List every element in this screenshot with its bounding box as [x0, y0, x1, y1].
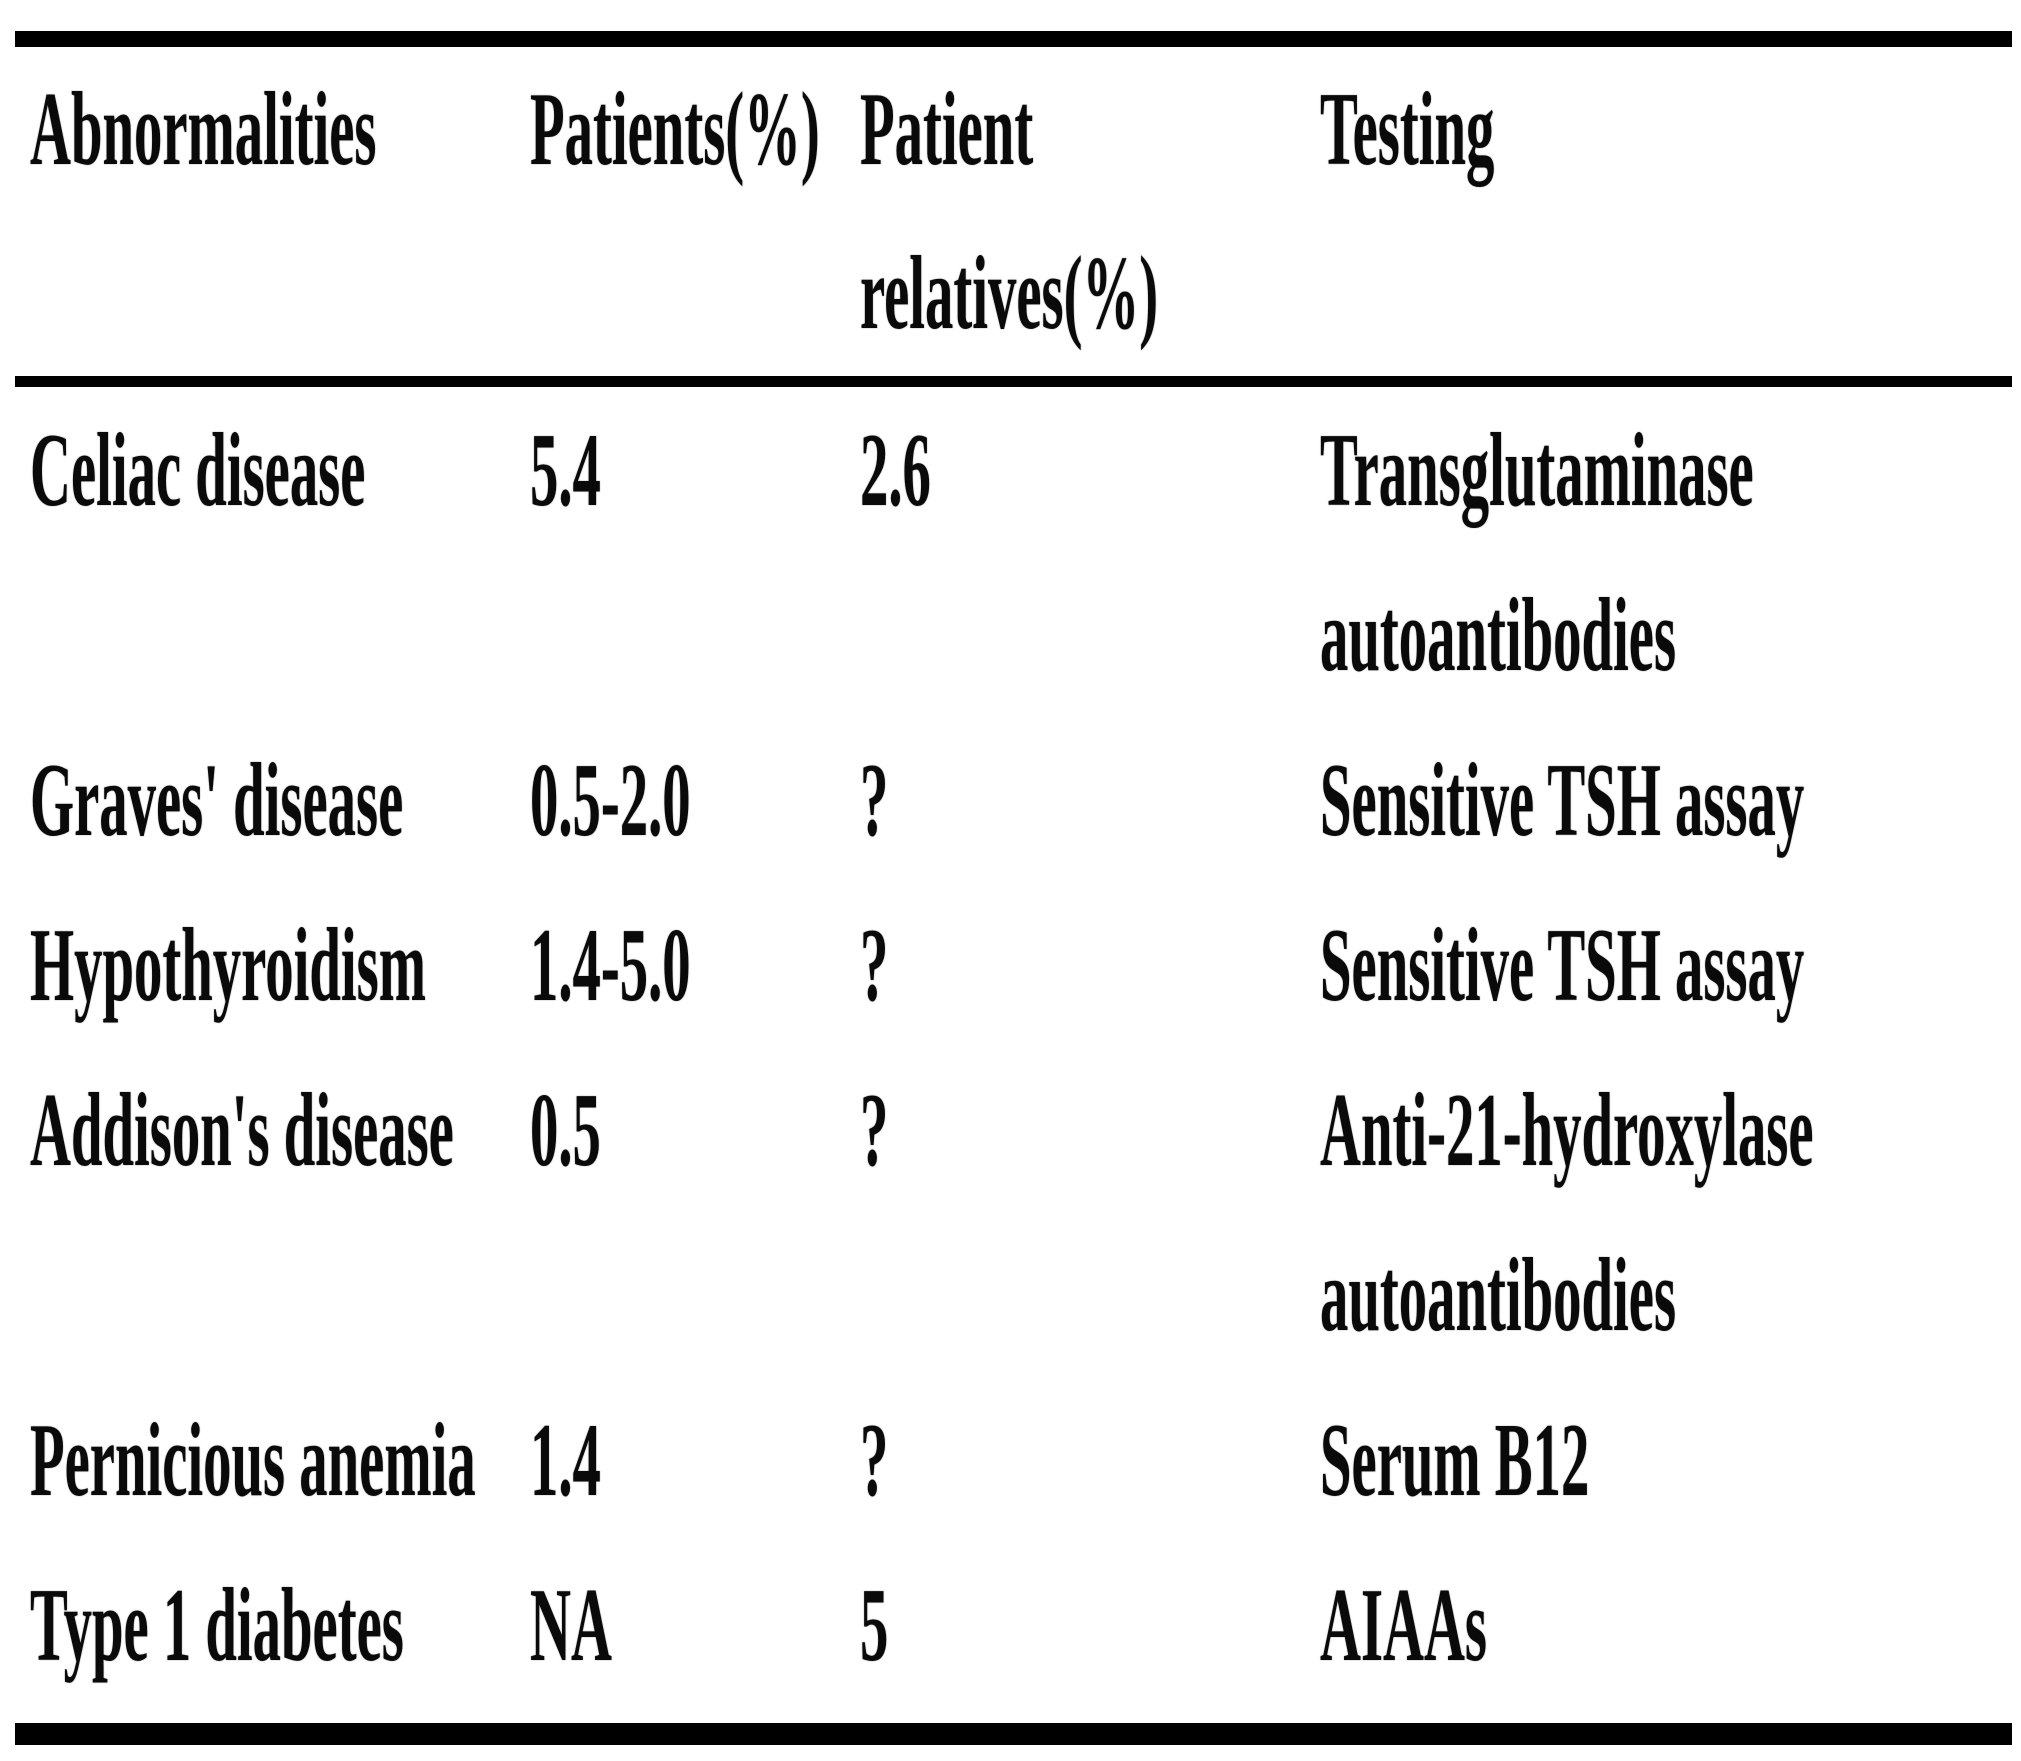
table-header-row: Abnormalities Patients(%) Patient relati… [0, 47, 2021, 376]
table-row-pernicious-anemia: Pernicious anemia 1.4 ? Serum B12 [0, 1377, 2021, 1542]
cell-relatives-pct: ? [860, 906, 889, 1023]
cell-patients-pct: 0.5-2.0 [530, 741, 691, 858]
cell-patients-pct: 5.4 [530, 411, 601, 528]
table-bottom-border [15, 1723, 2012, 1745]
cell-abnormality: Pernicious anemia [30, 1401, 476, 1518]
column-header-patients-pct: Patients(%) [530, 70, 820, 187]
table-body: Celiac disease 5.4 2.6 Transglutaminase … [0, 387, 2021, 1707]
cell-patients-pct: 1.4-5.0 [530, 906, 691, 1023]
cell-relatives-pct: 2.6 [860, 411, 931, 528]
cell-patients-pct: NA [530, 1566, 612, 1683]
cell-testing: Sensitive TSH assay [1320, 741, 1805, 858]
cell-testing: AIAAs [1320, 1566, 1487, 1683]
table-row-type-1-diabetes: Type 1 diabetes NA 5 AIAAs [0, 1542, 2021, 1707]
cell-abnormality: Type 1 diabetes [30, 1566, 404, 1683]
column-header-patient-relatives-pct: Patient relatives(%) [860, 70, 1159, 351]
header-separator-rule [15, 376, 2012, 387]
cell-patients-pct: 1.4 [530, 1401, 601, 1518]
cell-relatives-pct: ? [860, 1071, 889, 1188]
cell-patients-pct: 0.5 [530, 1071, 601, 1188]
cell-abnormality: Addison's disease [30, 1071, 454, 1188]
table-row-addisons-disease: Addison's disease 0.5 ? Anti-21-hydroxyl… [0, 1047, 2021, 1377]
table-row-graves-disease: Graves' disease 0.5-2.0 ? Sensitive TSH … [0, 717, 2021, 882]
table-top-border [15, 31, 2012, 47]
cell-testing: Anti-21-hydroxylase autoantibodies [1320, 1071, 1814, 1353]
cell-abnormality: Celiac disease [30, 411, 366, 528]
cell-abnormality: Graves' disease [30, 741, 404, 858]
cell-testing: Serum B12 [1320, 1401, 1590, 1518]
cell-relatives-pct: 5 [860, 1566, 889, 1683]
cell-relatives-pct: ? [860, 741, 889, 858]
column-header-testing: Testing [1320, 70, 1495, 187]
cell-relatives-pct: ? [860, 1401, 889, 1518]
table-row-hypothyroidism: Hypothyroidism 1.4-5.0 ? Sensitive TSH a… [0, 882, 2021, 1047]
cell-abnormality: Hypothyroidism [30, 906, 426, 1023]
cell-testing: Transglutaminase autoantibodies [1320, 411, 1754, 693]
table-row-celiac-disease: Celiac disease 5.4 2.6 Transglutaminase … [0, 387, 2021, 717]
cell-testing: Sensitive TSH assay [1320, 906, 1805, 1023]
column-header-abnormalities: Abnormalities [30, 70, 377, 187]
